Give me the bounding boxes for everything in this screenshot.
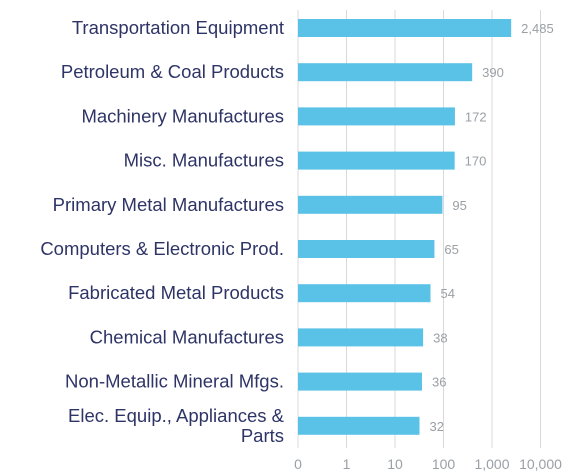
value-label: 390 (482, 65, 504, 80)
bar (298, 328, 424, 347)
category-label: Elec. Equip., Appliances & Parts (68, 405, 285, 446)
value-label: 2,485 (521, 21, 554, 36)
value-label: 65 (444, 242, 458, 257)
value-label: 54 (441, 286, 455, 301)
bar (298, 151, 455, 170)
x-tick-label: 0 (294, 456, 302, 472)
value-label: 38 (433, 330, 447, 345)
category-label: Petroleum & Coal Products (61, 61, 284, 82)
bar (298, 284, 431, 303)
value-label: 32 (429, 419, 443, 434)
value-label: 36 (432, 375, 446, 390)
x-axis-ticks: 0 1 10 100 1,000 10,000 (294, 456, 562, 472)
value-labels: 2,485 390 172 170 95 65 54 38 36 32 (429, 21, 553, 434)
category-label: Primary Metal Manufactures (53, 194, 284, 215)
bar (298, 195, 443, 214)
category-labels: Transportation Equipment Petroleum & Coal… (40, 17, 284, 446)
category-label: Chemical Manufactures (90, 326, 284, 347)
category-label: Machinery Manufactures (81, 105, 284, 126)
value-label: 95 (452, 198, 466, 213)
value-label: 170 (465, 154, 487, 169)
category-label: Computers & Electronic Prod. (40, 238, 284, 259)
x-tick-label: 10 (387, 456, 403, 472)
bar (298, 416, 420, 435)
x-tick-label: 1 (343, 456, 351, 472)
x-tick-label: 1,000 (474, 456, 509, 472)
category-label: Fabricated Metal Products (68, 282, 284, 303)
category-label: Misc. Manufactures (124, 150, 284, 171)
bar-layer (298, 19, 512, 435)
bar (298, 63, 473, 82)
value-label: 172 (465, 109, 487, 124)
x-tick-label: 100 (432, 456, 456, 472)
bar (298, 372, 422, 391)
category-label: Non-Metallic Mineral Mfgs. (65, 371, 284, 392)
x-tick-label: 10,000 (519, 456, 562, 472)
category-label: Transportation Equipment (72, 17, 284, 38)
bar (298, 107, 455, 126)
bar (298, 19, 512, 37)
bar (298, 240, 435, 258)
